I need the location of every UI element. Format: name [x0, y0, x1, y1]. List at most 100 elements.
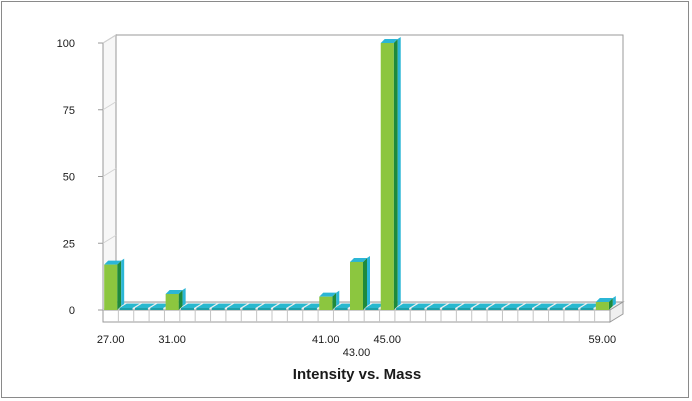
zero-bar [365, 303, 386, 310]
zero-bar-front [242, 308, 256, 310]
zero-bar-front [196, 308, 210, 310]
zero-bar [257, 303, 278, 310]
bar-side [363, 257, 367, 310]
bar-front [319, 296, 333, 310]
bar-front [350, 261, 363, 310]
bar-mass-45 [380, 37, 401, 310]
zero-bar-top [457, 303, 478, 308]
zero-bar-front [211, 308, 225, 310]
zero-bar [242, 303, 263, 310]
zero-bar-top [134, 303, 156, 308]
y-tick-label: 50 [63, 172, 75, 184]
zero-bar [411, 303, 432, 310]
zero-bar-top [534, 303, 555, 308]
zero-bar-front [580, 308, 594, 310]
bar-side [178, 289, 183, 310]
zero-bar-front [181, 308, 194, 310]
zero-bar [273, 303, 294, 310]
zero-bar [303, 303, 325, 310]
y-axis: 0 25 50 75 100 [57, 34, 117, 317]
x-tick-label: 27.00 [97, 334, 125, 346]
zero-bar-top [303, 303, 325, 308]
zero-bar-top [549, 303, 570, 308]
y-tick-diag [102, 168, 117, 177]
zero-bar-front [457, 308, 471, 310]
zero-bar-front [288, 308, 302, 310]
zero-bar-top [273, 303, 294, 308]
zero-bar [211, 303, 232, 310]
zero-bar [442, 303, 463, 310]
zero-bar [549, 303, 570, 310]
zero-bar-front [503, 308, 517, 310]
y-tick-label: 100 [57, 38, 75, 50]
zero-bar-top [334, 303, 355, 308]
zero-bar [457, 303, 478, 310]
zero-bar-front [411, 308, 425, 310]
zero-bar [150, 303, 171, 310]
zero-bar-front [442, 308, 456, 310]
zero-bar-front [396, 308, 410, 310]
zero-bar-front [472, 308, 486, 310]
zero-bar [119, 303, 140, 310]
bar-mass-43 [350, 255, 370, 310]
zero-bar-top [181, 303, 202, 308]
bar-front [165, 293, 179, 310]
zero-bar [288, 303, 309, 310]
zero-bar-top [242, 303, 263, 308]
x-tick-label: 43.00 [343, 347, 371, 359]
zero-bar-front [565, 308, 579, 310]
x-tick-label: 59.00 [589, 334, 617, 346]
bar-front [380, 43, 394, 310]
zero-bar-top [411, 303, 432, 308]
zero-bar-front [303, 308, 317, 310]
x-tick-label: 41.00 [312, 334, 340, 346]
zero-bar-front [488, 308, 502, 310]
zero-bar-top [442, 303, 463, 308]
zero-bar [472, 303, 494, 310]
bar-front [104, 264, 118, 310]
bar-back-edge [612, 295, 616, 306]
base-plate [102, 309, 611, 323]
bar-side [332, 292, 337, 310]
zero-bar [565, 303, 586, 310]
y-tick-diag [102, 234, 117, 244]
zero-bar-top [565, 303, 586, 308]
bar-top [380, 39, 398, 43]
bar-back-edge [121, 258, 125, 306]
zero-bar-top [472, 303, 494, 308]
bar-mass-41 [319, 290, 340, 310]
zero-bar [519, 303, 540, 310]
zero-bar-front [519, 308, 532, 310]
bar-mass-59 [595, 295, 616, 310]
zero-bar [196, 303, 217, 310]
x-tick-label: 45.00 [373, 334, 401, 346]
zero-bar-front [365, 308, 379, 310]
zero-bar-front [227, 308, 241, 310]
zero-bar-front [134, 308, 148, 310]
zero-bar-top [488, 303, 509, 308]
zero-bar [534, 303, 555, 310]
bar-back-edge [367, 255, 370, 306]
y-tick-label: 0 [69, 305, 75, 317]
bar-side [393, 39, 398, 310]
zero-bar-front [150, 308, 164, 310]
bar-top [165, 289, 183, 294]
bar-side [117, 260, 122, 310]
zero-bar [227, 303, 248, 310]
chart-title: Intensity vs. Mass [293, 366, 421, 383]
zero-bar-front [534, 308, 548, 310]
zero-bar-top [288, 303, 309, 308]
y-tick-diag [102, 101, 117, 111]
bar-top [350, 257, 367, 262]
bars [104, 37, 616, 310]
bar-top [104, 260, 122, 265]
zero-bar-top [365, 303, 386, 308]
bar-top [595, 297, 613, 302]
base-plate-side [609, 301, 624, 323]
zero-bar-top [150, 303, 171, 308]
zero-bar-top [211, 303, 232, 308]
zero-bar-top [503, 303, 524, 308]
x-tick-label: 31.00 [158, 334, 186, 346]
